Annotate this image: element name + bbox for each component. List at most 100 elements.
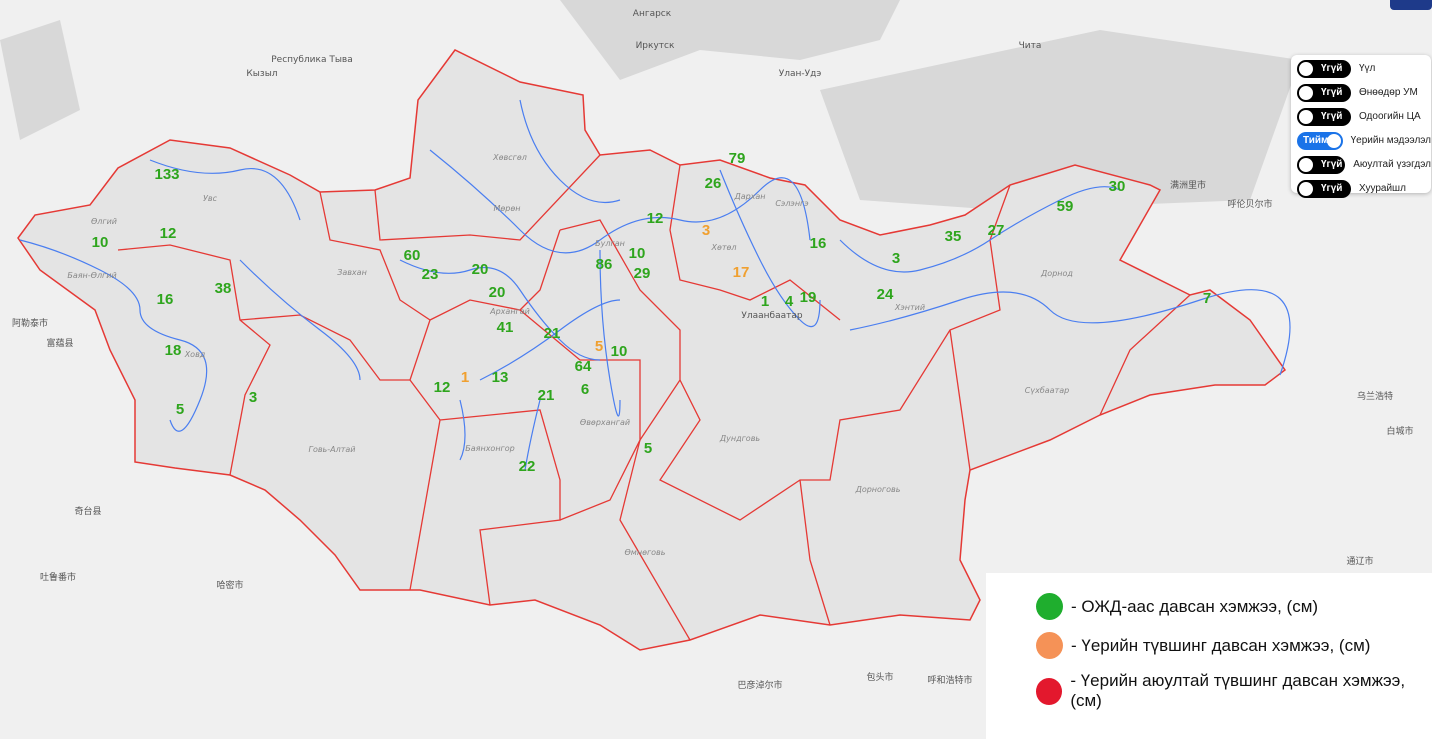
region-label: Сэлэнгэ xyxy=(775,199,808,208)
flood-value-label[interactable]: 24 xyxy=(877,286,894,303)
layer-label: Хуурайшл xyxy=(1359,183,1406,194)
legend-item-orange: - Үерийн түвшинг давсан хэмжээ, (см) xyxy=(1036,632,1370,659)
flood-value-label[interactable]: 5 xyxy=(176,401,184,418)
flood-value-label[interactable]: 19 xyxy=(800,289,817,306)
city-label: Иркутск xyxy=(636,41,675,51)
flood-value-label[interactable]: 29 xyxy=(634,265,651,282)
flood-value-label[interactable]: 23 xyxy=(422,266,439,283)
region-label: Хөтөл xyxy=(710,243,736,252)
flood-value-label[interactable]: 10 xyxy=(611,343,628,360)
flood-value-label[interactable]: 27 xyxy=(988,222,1005,239)
flood-value-label[interactable]: 5 xyxy=(644,440,652,457)
toggle-knob xyxy=(1299,181,1313,196)
region-label: Архангай xyxy=(489,307,530,316)
region-label: Булган xyxy=(595,239,625,248)
toggle-knob xyxy=(1299,61,1313,76)
city-label: 吐鲁番市 xyxy=(40,571,76,583)
toggle-state: Үгүй xyxy=(1321,183,1343,194)
province-borders xyxy=(117,154,1191,641)
flood-value-label[interactable]: 13 xyxy=(492,369,509,386)
layer-toggle[interactable]: Үгүй xyxy=(1297,107,1351,126)
flood-value-label[interactable]: 16 xyxy=(157,291,174,308)
region-label: Өвөрхангай xyxy=(580,418,630,427)
toggle-state: Үгүй xyxy=(1321,159,1343,170)
flood-value-label[interactable]: 6 xyxy=(581,381,589,398)
city-label: Кызыл xyxy=(246,69,277,79)
toggle-knob xyxy=(1299,157,1313,172)
layer-row: Үгүй Хуурайшл xyxy=(1297,178,1431,199)
flood-value-label[interactable]: 17 xyxy=(733,264,750,281)
flood-value-label[interactable]: 60 xyxy=(404,247,421,264)
flood-value-label[interactable]: 59 xyxy=(1057,198,1074,215)
region-label: Мөрөн xyxy=(494,204,521,213)
city-label: 哈密市 xyxy=(216,579,243,591)
region-label: Говь-Алтай xyxy=(308,445,355,454)
flood-value-label[interactable]: 4 xyxy=(785,293,794,310)
flood-value-label[interactable]: 20 xyxy=(472,261,489,278)
city-label: 巴彦淖尔市 xyxy=(737,679,782,691)
flood-value-label[interactable]: 12 xyxy=(647,210,664,227)
region-label: Өмнөговь xyxy=(625,548,666,557)
toggle-state: Тийм xyxy=(1303,135,1329,146)
layer-toggle-panel: Үгүй Үүл Үгүй Өнөөдөр УМ Үгүй Одоогийн ЦА Тийм… xyxy=(1291,55,1431,198)
region-label: Ховд xyxy=(184,350,206,359)
flood-value-label[interactable]: 1 xyxy=(461,369,469,386)
flood-value-label[interactable]: 79 xyxy=(729,150,746,167)
layer-toggle[interactable]: Үгүй xyxy=(1297,59,1351,78)
flood-value-label[interactable]: 7 xyxy=(1203,290,1211,307)
flood-value-label[interactable]: 3 xyxy=(702,222,710,239)
flood-value-label[interactable]: 10 xyxy=(92,234,109,251)
flood-value-label[interactable]: 10 xyxy=(629,245,646,262)
legend: - ОЖД-аас давсан хэмжээ, (см) - Үерийн т… xyxy=(986,573,1432,739)
region-label: Хэнтий xyxy=(894,303,925,312)
toggle-knob xyxy=(1326,133,1341,148)
flood-value-label[interactable]: 21 xyxy=(538,387,555,404)
toggle-knob xyxy=(1299,85,1313,100)
region-label: Хөвсгөл xyxy=(492,153,527,162)
layer-label: Аюултай үзэгдэл xyxy=(1353,159,1431,170)
flood-value-label[interactable]: 5 xyxy=(595,338,603,355)
rivers xyxy=(19,99,1291,471)
flood-value-label[interactable]: 86 xyxy=(596,256,613,273)
flood-value-label[interactable]: 21 xyxy=(544,325,561,342)
flood-value-label[interactable]: 30 xyxy=(1109,178,1126,195)
layer-row: Үгүй Өнөөдөр УМ xyxy=(1297,82,1431,103)
layer-row: Үгүй Одоогийн ЦА xyxy=(1297,106,1431,127)
flood-value-label[interactable]: 133 xyxy=(154,166,179,183)
region-label: Дорноговь xyxy=(855,485,901,494)
layer-toggle[interactable]: Тийм xyxy=(1297,131,1343,150)
layer-toggle[interactable]: Үгүй xyxy=(1297,179,1351,198)
flood-value-label[interactable]: 41 xyxy=(497,319,514,336)
city-label: 通辽市 xyxy=(1346,555,1373,567)
region-label: Өлгий xyxy=(91,217,117,226)
flood-value-label[interactable]: 20 xyxy=(489,284,506,301)
flood-value-label[interactable]: 12 xyxy=(160,225,177,242)
city-label: 白城市 xyxy=(1386,425,1413,437)
toggle-state: Үгүй xyxy=(1321,63,1343,74)
city-label: 满洲里市 xyxy=(1170,179,1206,191)
region-label: Улаанбаатар xyxy=(741,311,802,321)
flood-value-label[interactable]: 35 xyxy=(945,228,962,245)
layer-toggle[interactable]: Үгүй xyxy=(1297,83,1351,102)
legend-label: - Үерийн түвшинг давсан хэмжээ, (см) xyxy=(1071,635,1371,655)
layer-toggle[interactable]: Үгүй xyxy=(1297,155,1346,174)
flood-value-label[interactable]: 18 xyxy=(165,342,182,359)
layer-row: Үгүй Аюултай үзэгдэл xyxy=(1297,154,1431,175)
flood-value-label[interactable]: 38 xyxy=(215,280,232,297)
flood-value-label[interactable]: 3 xyxy=(249,389,257,406)
flood-value-label[interactable]: 1 xyxy=(761,293,769,310)
flood-value-label[interactable]: 3 xyxy=(892,250,900,267)
region-label: Дундговь xyxy=(719,434,761,443)
flood-value-label[interactable]: 22 xyxy=(519,458,536,475)
flood-value-label[interactable]: 12 xyxy=(434,379,451,396)
city-label: Улан-Удэ xyxy=(779,69,822,79)
flood-value-label[interactable]: 64 xyxy=(575,358,592,375)
city-label: Ангарск xyxy=(633,9,672,19)
top-action-button[interactable] xyxy=(1390,0,1432,10)
flood-value-label[interactable]: 26 xyxy=(705,175,722,192)
layer-row: Үгүй Үүл xyxy=(1297,58,1431,79)
toggle-state: Үгүй xyxy=(1321,111,1343,122)
flood-value-label[interactable]: 16 xyxy=(810,235,827,252)
green-dot-icon xyxy=(1036,593,1063,620)
